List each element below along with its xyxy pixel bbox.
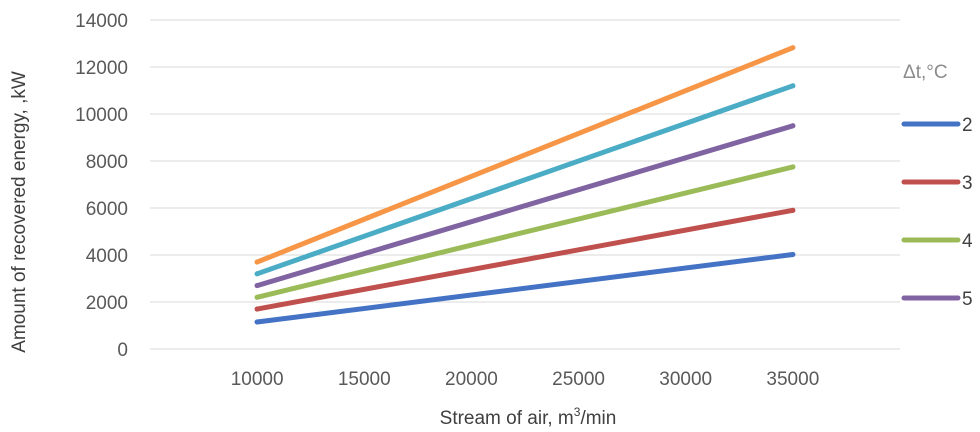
data-point — [790, 207, 796, 213]
legend-label-2: 2 — [962, 115, 973, 136]
x-tick-label: 30000 — [659, 369, 712, 390]
x-tick-label: 25000 — [552, 369, 605, 390]
data-point — [254, 259, 260, 265]
legend-label-5: 5 — [962, 289, 973, 310]
x-tick-label: 35000 — [766, 369, 819, 390]
series-line-1 — [254, 252, 796, 325]
y-tick-label: 14000 — [75, 11, 128, 32]
series-line-6 — [254, 45, 796, 265]
series-line-3 — [254, 164, 796, 300]
data-point — [790, 83, 796, 89]
data-point — [254, 283, 260, 289]
y-tick-label: 6000 — [86, 199, 128, 220]
legend-label-4: 4 — [962, 231, 973, 252]
x-axis-title-tail: /min — [580, 408, 616, 429]
x-axis-title: Stream of air, m3/min — [440, 405, 617, 429]
data-point — [254, 271, 260, 277]
series-lines — [254, 45, 796, 325]
data-point — [254, 294, 260, 300]
y-tick-label: 2000 — [86, 293, 128, 314]
x-tick-label: 15000 — [338, 369, 391, 390]
series-line-4 — [254, 123, 796, 289]
gridlines — [150, 19, 900, 350]
y-axis-title: Amount of recovered energy, ,kW — [9, 71, 30, 353]
legend-label-3: 3 — [962, 173, 973, 194]
x-axis-title-sup: 3 — [574, 405, 581, 419]
data-point — [254, 319, 260, 325]
y-tick-label: 12000 — [75, 58, 128, 79]
data-point — [254, 306, 260, 312]
y-tick-label: 4000 — [86, 246, 128, 267]
y-axis-ticks: 0 2000 4000 6000 8000 10000 12000 14000 — [75, 11, 128, 361]
y-tick-label: 10000 — [75, 105, 128, 126]
legend-title: Δt,°C — [903, 62, 948, 83]
x-tick-label: 20000 — [445, 369, 498, 390]
series-line-2 — [254, 207, 796, 312]
data-point — [790, 45, 796, 51]
y-tick-label: 0 — [117, 340, 128, 361]
x-axis-ticks: 10000 15000 20000 25000 30000 35000 — [231, 369, 820, 390]
data-point — [790, 252, 796, 258]
y-tick-label: 8000 — [86, 152, 128, 173]
data-point — [790, 123, 796, 129]
data-point — [790, 164, 796, 170]
x-axis-title-main: Stream of air, m — [440, 408, 574, 429]
legend: 2 3 4 5 — [901, 115, 973, 310]
series-line-5 — [254, 83, 796, 277]
x-tick-label: 10000 — [231, 369, 284, 390]
